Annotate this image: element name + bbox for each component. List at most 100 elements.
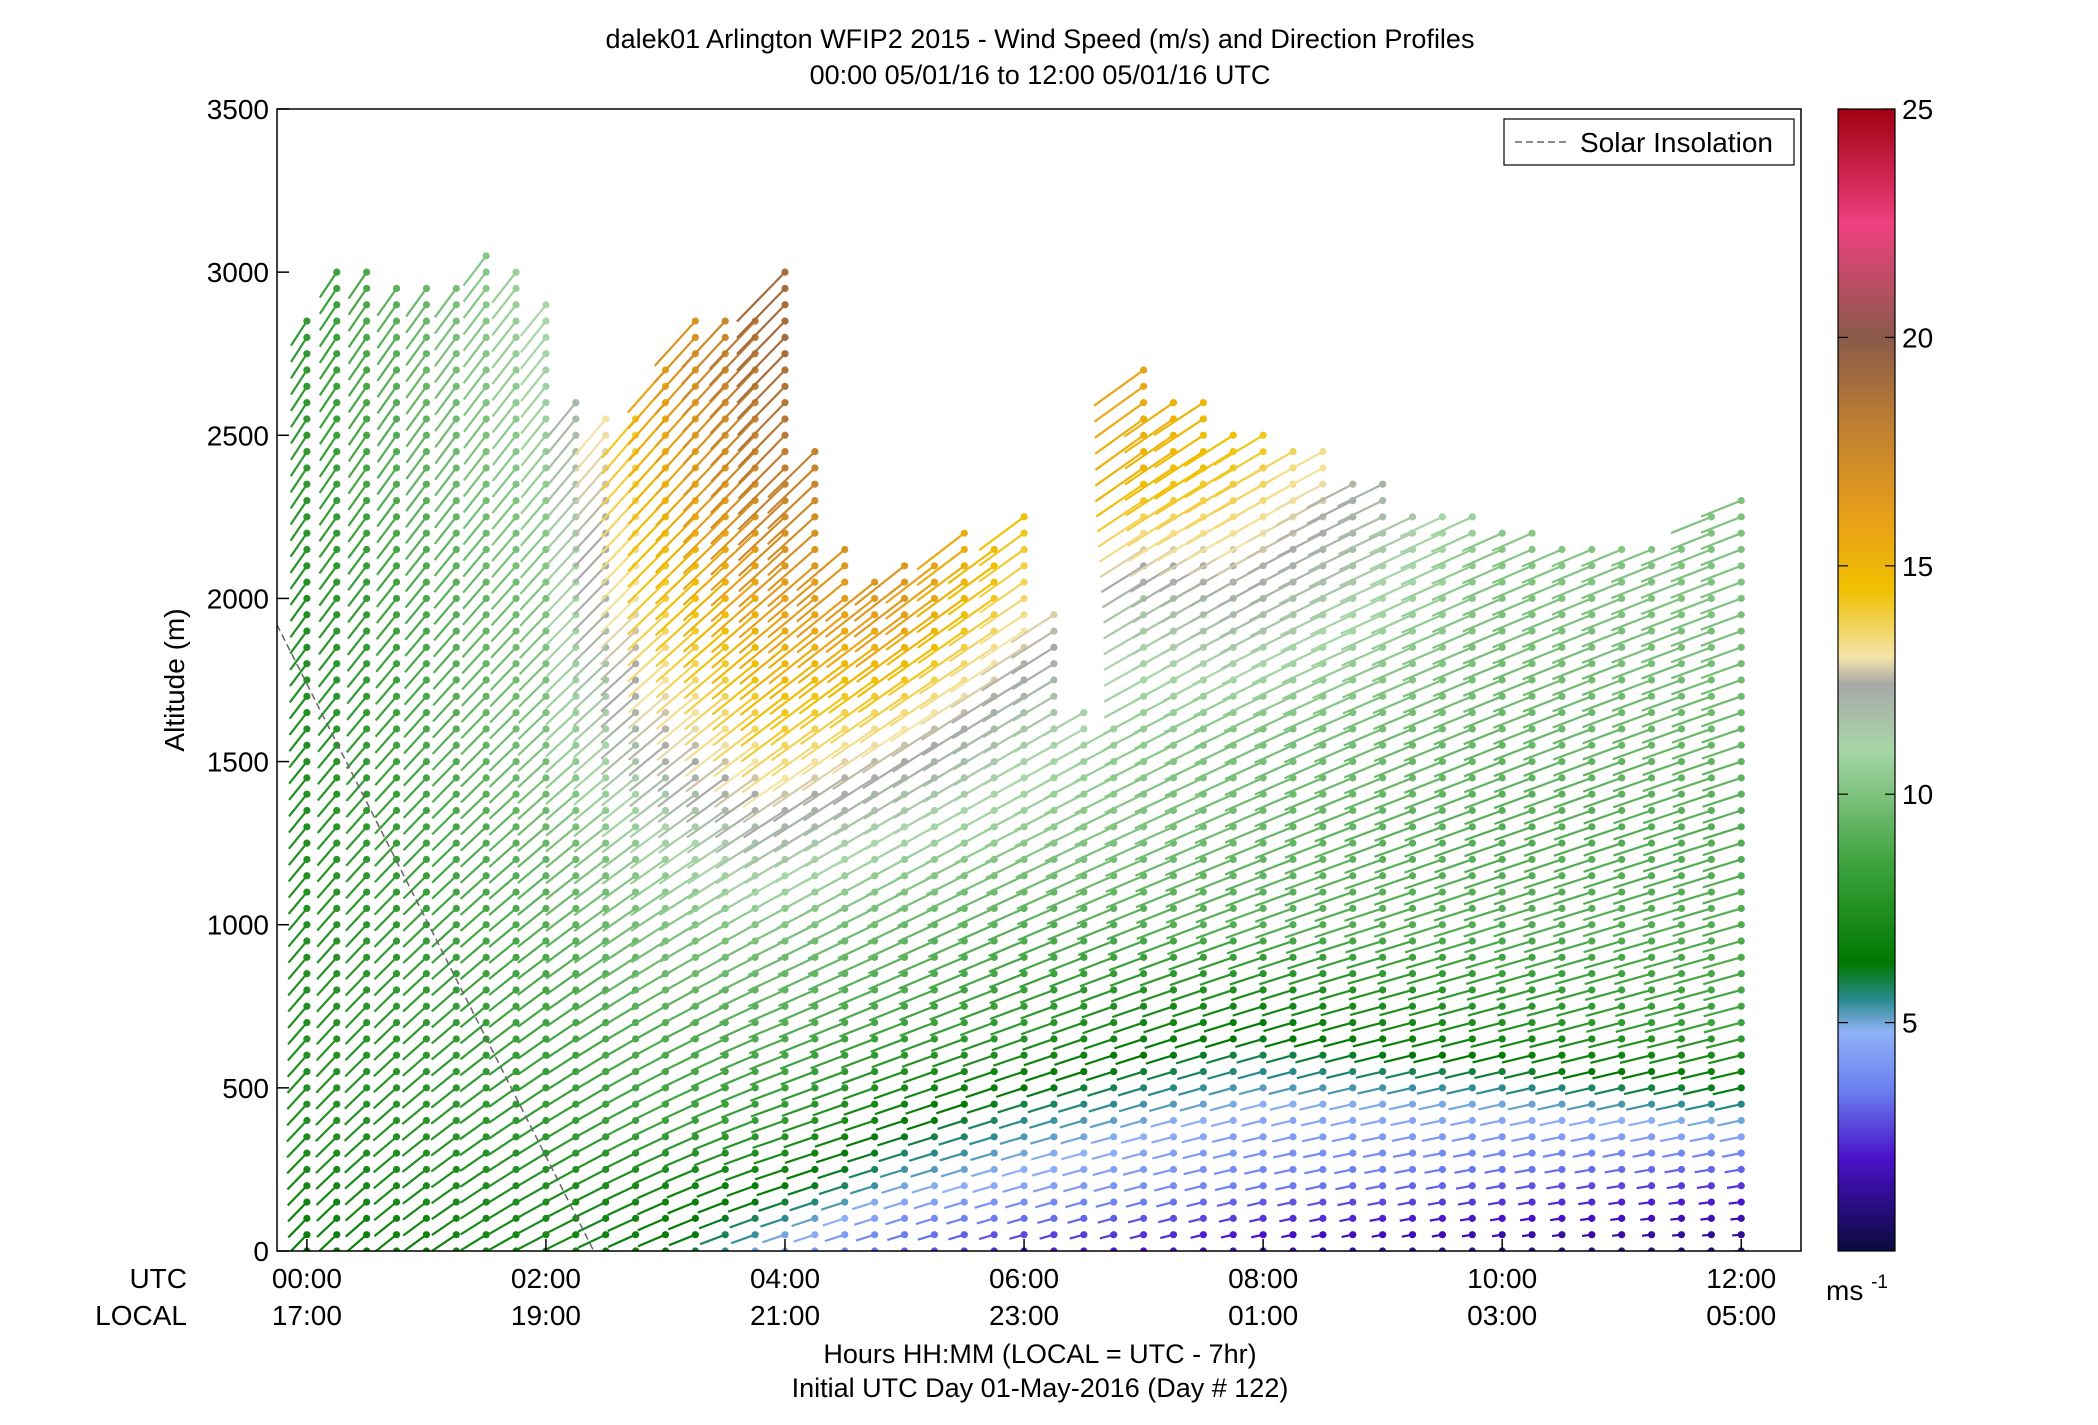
wind-barb [1317,972,1354,985]
wind-barb-point [392,350,401,358]
wind-barb [840,1054,876,1069]
wind-barb [607,1201,637,1217]
wind-barb-point [1379,1084,1387,1092]
wind-barb [1670,613,1712,632]
wind-barb [741,760,786,794]
wind-barb-point [1349,839,1357,847]
wind-barb-point [871,643,879,651]
wind-barb-point [1498,643,1506,651]
wind-barb [459,1070,487,1093]
wind-barb-point [482,774,490,782]
wind-barb [1368,515,1414,539]
wind-barb-point [572,709,580,717]
wind-barb [660,972,696,995]
wind-barb-point [930,1067,939,1076]
wind-barb [402,989,428,1013]
wind-barb-point [1050,1198,1058,1206]
wind-barb-point [1229,1019,1237,1027]
wind-barb-point [900,1002,909,1010]
wind-barb-point [1468,986,1476,994]
wind-barb [868,972,905,991]
wind-barb-point [1438,823,1447,831]
wind-barb [682,532,727,575]
wind-barb [433,532,458,561]
wind-barb-point [1229,1100,1237,1108]
wind-barb [793,1233,816,1243]
wind-barb [1046,907,1085,926]
wind-barb [545,744,577,774]
wind-barb [1581,678,1623,697]
wind-barb-point [751,366,759,374]
wind-barb-point [1737,888,1745,896]
wind-barb [1310,613,1354,636]
wind-barb-point [333,904,341,913]
wind-barb-point [482,692,490,700]
wind-barb [932,1054,965,1068]
wind-barb [855,630,906,668]
wind-barb [667,1201,696,1215]
wind-barb-point [930,1149,939,1157]
wind-barb [1552,923,1593,938]
wind-barb-point [1588,725,1596,733]
wind-barb [286,1103,308,1127]
wind-barb [546,565,577,597]
wind-barb-point [1169,1067,1178,1076]
wind-barb [375,662,398,689]
wind-barb-point [452,301,460,309]
wind-barb [666,1184,696,1199]
wind-barb [709,401,756,451]
wind-barb [723,1152,756,1166]
wind-barb-point [1558,545,1566,554]
wind-barb-point [422,1084,431,1092]
wind-barb [1020,1005,1055,1020]
wind-barb-point [1169,888,1178,896]
wind-barb [1183,434,1234,468]
wind-barb-point [482,284,490,293]
wind-barb [1611,695,1652,712]
wind-barb-point [1020,970,1028,978]
wind-barb [1433,744,1473,762]
wind-barb [1431,613,1473,634]
wind-barb [344,1152,368,1174]
wind-barb-point [960,1084,968,1092]
wind-barb [1075,874,1115,894]
wind-barb [1221,662,1264,686]
wind-barb [655,516,697,558]
wind-barb [373,923,398,948]
wind-barb-point [303,1182,311,1190]
wind-barb [373,1054,398,1077]
wind-barb [1341,662,1384,683]
wind-barb-point [841,1165,849,1174]
wind-barb-point [303,774,311,782]
wind-barb [488,1201,517,1219]
wind-barb [847,1152,875,1163]
wind-barb-point [1677,1116,1686,1125]
wind-barb [958,956,995,974]
wind-barb [1275,466,1324,495]
wind-barb-point [1050,676,1058,684]
wind-barb [1462,662,1503,681]
wind-barb [1164,744,1204,766]
wind-barb [631,1037,666,1058]
wind-barb-point [1408,1149,1417,1157]
wind-barb-point [452,399,460,407]
wind-barb [737,401,786,452]
wind-barb [744,842,786,869]
wind-barb [868,988,905,1006]
wind-barb-point [303,806,311,815]
wind-barb [658,825,696,854]
wind-barb-point [930,1231,939,1239]
wind-barb [1226,939,1264,955]
wind-barb [577,1201,607,1217]
wind-barb-point [781,562,789,570]
wind-barb [519,613,547,643]
wind-barb-point [452,366,460,374]
wind-barb [877,1135,905,1147]
wind-barb-point [392,904,401,913]
wind-barb-point [1020,953,1028,961]
wind-barb [517,1135,547,1156]
wind-barb [287,1021,308,1045]
wind-barb-point [1677,643,1686,651]
wind-barb [1494,939,1533,954]
wind-barb [820,1201,846,1211]
